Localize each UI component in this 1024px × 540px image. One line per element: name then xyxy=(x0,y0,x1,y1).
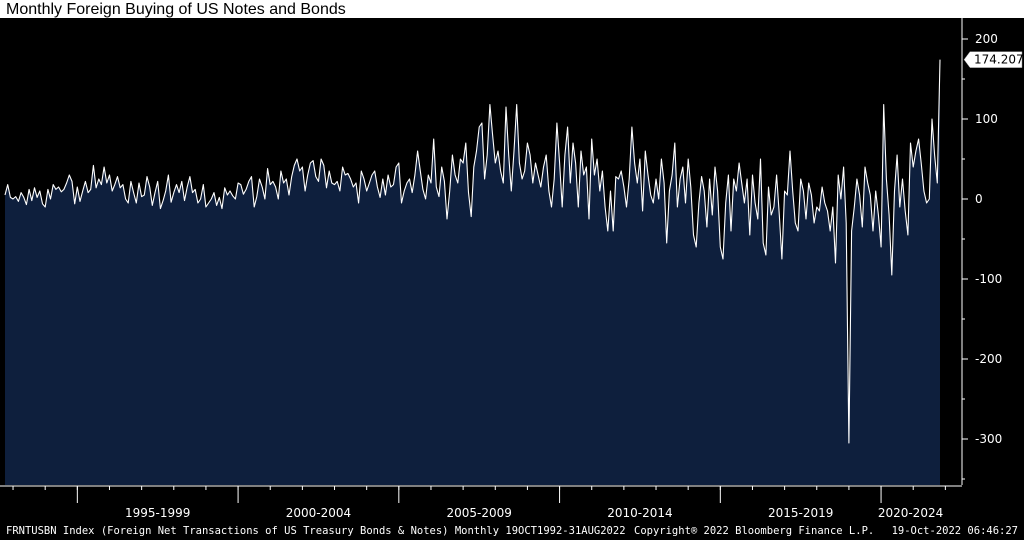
footer-copyright: Copyright® 2022 Bloomberg Finance L.P. xyxy=(634,525,874,537)
chart-title: Monthly Foreign Buying of US Notes and B… xyxy=(6,1,346,18)
x-period-label: 1995-1999 xyxy=(125,506,190,520)
y-tick-label: 100 xyxy=(975,112,998,126)
x-period-label: 2020-2024 xyxy=(878,506,943,520)
data-line xyxy=(4,59,941,444)
footer-source: FRNTUSBN Index (Foreign Net Transactions… xyxy=(6,525,626,537)
y-tick-label: 0 xyxy=(975,192,983,206)
x-period-label: 2000-2004 xyxy=(286,506,351,520)
x-period-label: 2010-2014 xyxy=(607,506,672,520)
x-axis-labels: 1995-1999 2000-2004 2005-2009 2010-2014 2015… xyxy=(125,506,943,520)
y-axis: 200 100 0 -100 -200 -300 xyxy=(962,32,1002,480)
y-tick-label: -200 xyxy=(975,352,1002,366)
x-period-label: 2005-2009 xyxy=(446,506,511,520)
data-area xyxy=(5,59,940,485)
x-period-label: 2015-2019 xyxy=(768,506,833,520)
y-tick-label: -100 xyxy=(975,272,1002,286)
last-value-label: 174.207 xyxy=(974,53,1024,67)
y-tick-label: -300 xyxy=(975,432,1002,446)
last-value-tag: 174.207 xyxy=(963,51,1024,68)
chart-area: 200 100 0 -100 -200 -300 174.207 1995-1999 200… xyxy=(0,18,1024,540)
y-tick-label: 200 xyxy=(975,32,998,46)
last-value-tag-shape xyxy=(963,51,1023,68)
x-axis xyxy=(12,486,946,503)
footer-timestamp: 19-Oct-2022 06:46:27 xyxy=(892,525,1018,537)
